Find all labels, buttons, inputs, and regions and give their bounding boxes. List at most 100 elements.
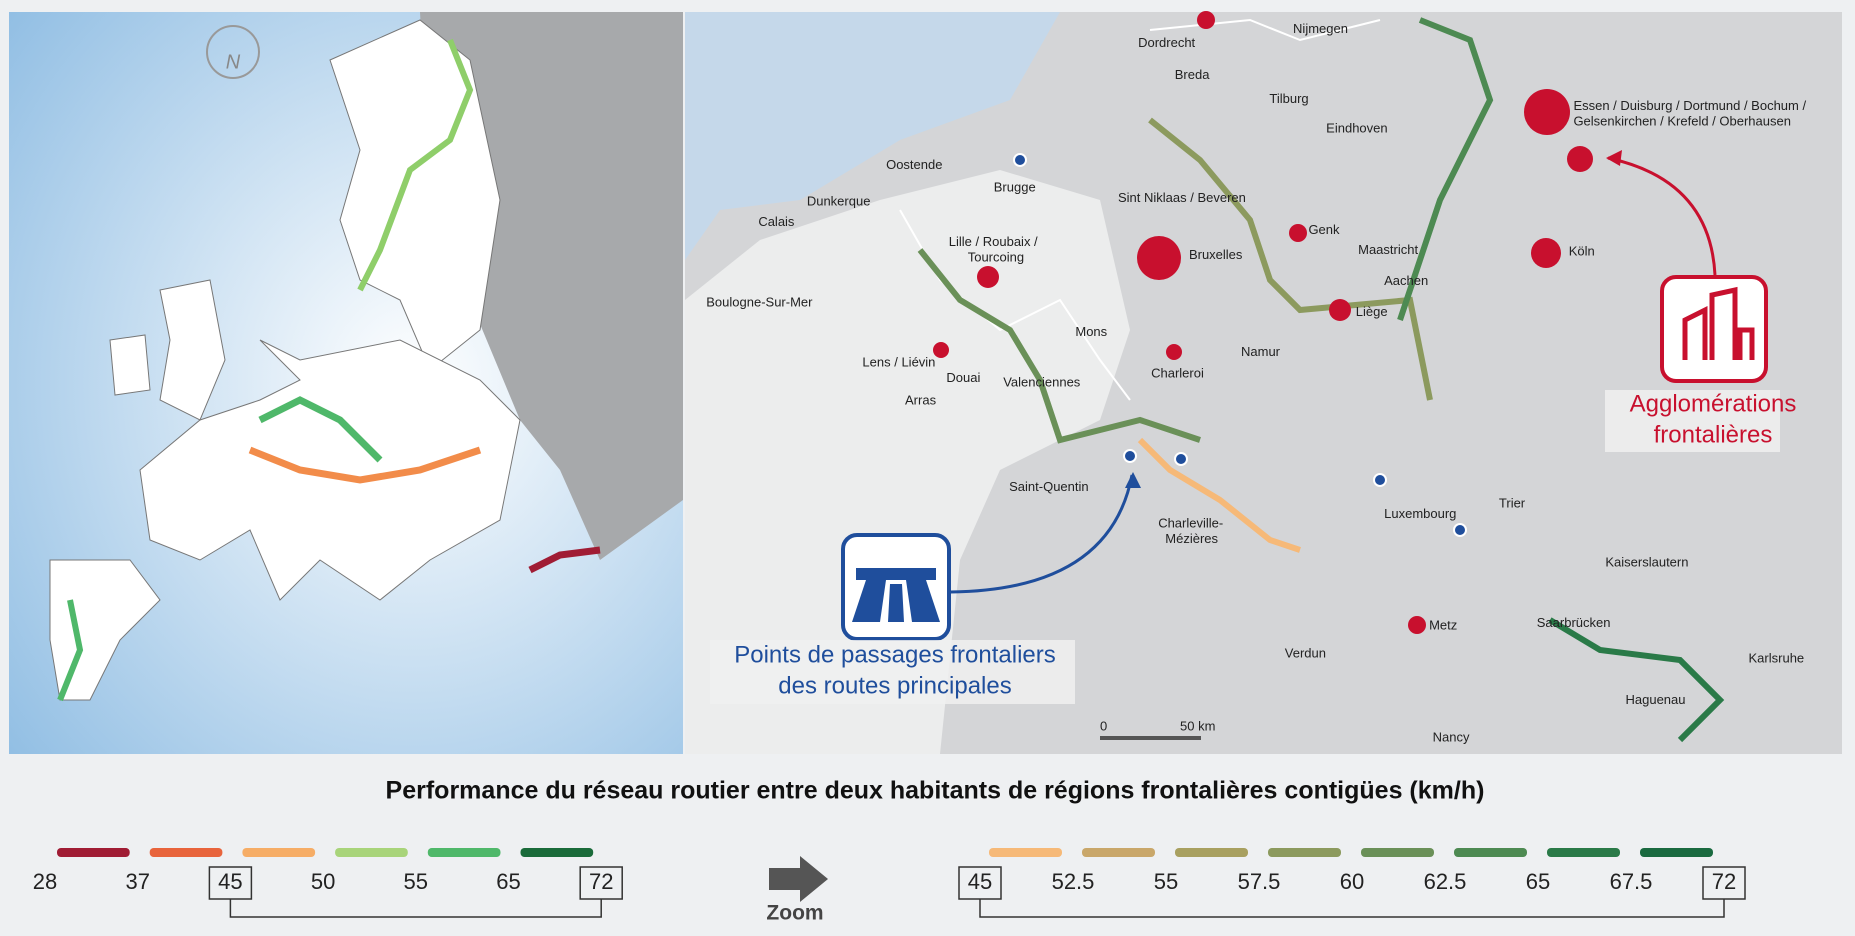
callout-bg xyxy=(710,640,1075,704)
city-dot xyxy=(933,342,949,358)
city-dot xyxy=(1289,224,1307,242)
scale-label: 0 xyxy=(1100,718,1107,733)
legend-value: 65 xyxy=(496,869,520,894)
legend-value: 50 xyxy=(311,869,335,894)
city-dot xyxy=(1524,89,1570,135)
city-dot xyxy=(1408,616,1426,634)
legend-swatch xyxy=(427,848,501,857)
legend-swatch xyxy=(1454,848,1527,857)
land-britain xyxy=(159,279,226,421)
land-ireland xyxy=(109,334,151,396)
right-map-sea xyxy=(685,12,1060,260)
legend-value: 37 xyxy=(125,869,149,894)
road xyxy=(258,396,383,463)
city-dot xyxy=(1567,146,1593,172)
callout-arrow xyxy=(950,474,1134,594)
map-label: Charleroi xyxy=(1151,365,1204,380)
map-label: Dordrecht xyxy=(1138,35,1195,50)
map-label: Aachen xyxy=(1384,273,1428,288)
map-label: Tourcoing xyxy=(968,249,1024,264)
buildings xyxy=(1682,286,1755,360)
map-label: Nancy xyxy=(1433,730,1470,745)
border-road xyxy=(1148,117,1433,401)
callout-arrow xyxy=(1607,156,1717,276)
map-label: Nijmegen xyxy=(1293,21,1348,36)
map-label: Trier xyxy=(1499,495,1526,510)
map-label: Sint Niklaas / Beveren xyxy=(1118,190,1246,205)
legend-value: 72 xyxy=(1712,869,1736,894)
arrowhead xyxy=(1125,472,1141,488)
border-road xyxy=(1397,17,1494,321)
callout-text: frontalières xyxy=(1654,421,1773,448)
map-label: Douai xyxy=(946,370,980,385)
map-label: Eindhoven xyxy=(1326,120,1387,135)
callout-text: des routes principales xyxy=(778,672,1011,699)
map-label: Calais xyxy=(758,214,795,229)
map-label: Arras xyxy=(905,392,937,407)
map-label: Kaiserslautern xyxy=(1605,555,1688,570)
map-label: Genk xyxy=(1308,222,1340,237)
border-road xyxy=(917,248,1201,444)
france xyxy=(685,170,1130,754)
legend-value: 62.5 xyxy=(1424,869,1467,894)
crossing-dot xyxy=(1453,523,1467,537)
map-label: Köln xyxy=(1569,243,1595,258)
city-dot xyxy=(1166,344,1182,360)
map-label: Brugge xyxy=(994,180,1036,195)
legend-swatch xyxy=(1082,848,1155,857)
city-dot xyxy=(1329,299,1351,321)
callout-text: Agglomérations xyxy=(1630,390,1797,417)
crossing-dot xyxy=(1373,473,1387,487)
title: Performance du réseau routier entre deux… xyxy=(386,777,1485,805)
map-label: Maastricht xyxy=(1358,242,1418,257)
compass-letter: N xyxy=(226,51,241,73)
map-label: Essen / Duisburg / Dortmund / Bochum / xyxy=(1573,98,1806,113)
maps xyxy=(9,11,1842,754)
legend-value: 65 xyxy=(1526,869,1550,894)
legend-swatch xyxy=(1640,848,1713,857)
legend-swatch xyxy=(1361,848,1434,857)
map-label: Liège xyxy=(1356,304,1388,319)
map-label: Namur xyxy=(1241,344,1281,359)
border-road xyxy=(1548,617,1725,743)
land-europe xyxy=(139,339,521,601)
legend-value: 55 xyxy=(1154,869,1178,894)
map-label: Mons xyxy=(1075,324,1107,339)
map-label: Breda xyxy=(1175,67,1210,82)
road xyxy=(57,599,84,702)
city-dot xyxy=(1531,238,1561,268)
legend-value: 28 xyxy=(33,869,57,894)
road xyxy=(528,546,601,574)
map-label: Karlsruhe xyxy=(1749,650,1805,665)
callout-bg xyxy=(1605,390,1780,452)
legend-value: 57.5 xyxy=(1238,869,1281,894)
city-dot xyxy=(1197,11,1215,29)
map-label: Bruxelles xyxy=(1189,247,1243,262)
legend-swatch xyxy=(335,848,408,857)
callout-text: Points de passages frontaliers xyxy=(734,641,1056,668)
map-label: Lens / Liévin xyxy=(862,355,935,370)
map-label: Verdun xyxy=(1285,646,1326,661)
city-dot xyxy=(977,266,999,288)
legend-value: 60 xyxy=(1340,869,1364,894)
road xyxy=(357,38,474,292)
arrowhead xyxy=(1606,150,1622,166)
crossing-dot xyxy=(1013,153,1027,167)
legend-swatch xyxy=(520,848,594,857)
compass xyxy=(206,25,260,79)
map-label: Saint-Quentin xyxy=(1009,479,1088,494)
map-label: Lille / Roubaix / xyxy=(949,234,1038,249)
map-label: Haguenau xyxy=(1625,692,1685,707)
legend-swatch xyxy=(57,848,130,857)
legend-value: 52.5 xyxy=(1052,869,1095,894)
legend-value: 72 xyxy=(589,869,613,894)
zoom-label: Zoom xyxy=(766,902,823,925)
map-label: Luxembourg xyxy=(1384,506,1456,521)
border-road xyxy=(1137,437,1301,553)
map-label: Valenciennes xyxy=(1003,375,1081,390)
crossing-dot xyxy=(1174,452,1188,466)
legend-swatch xyxy=(1175,848,1248,857)
zoom-arrow xyxy=(769,856,828,902)
land-iberia xyxy=(49,559,161,701)
